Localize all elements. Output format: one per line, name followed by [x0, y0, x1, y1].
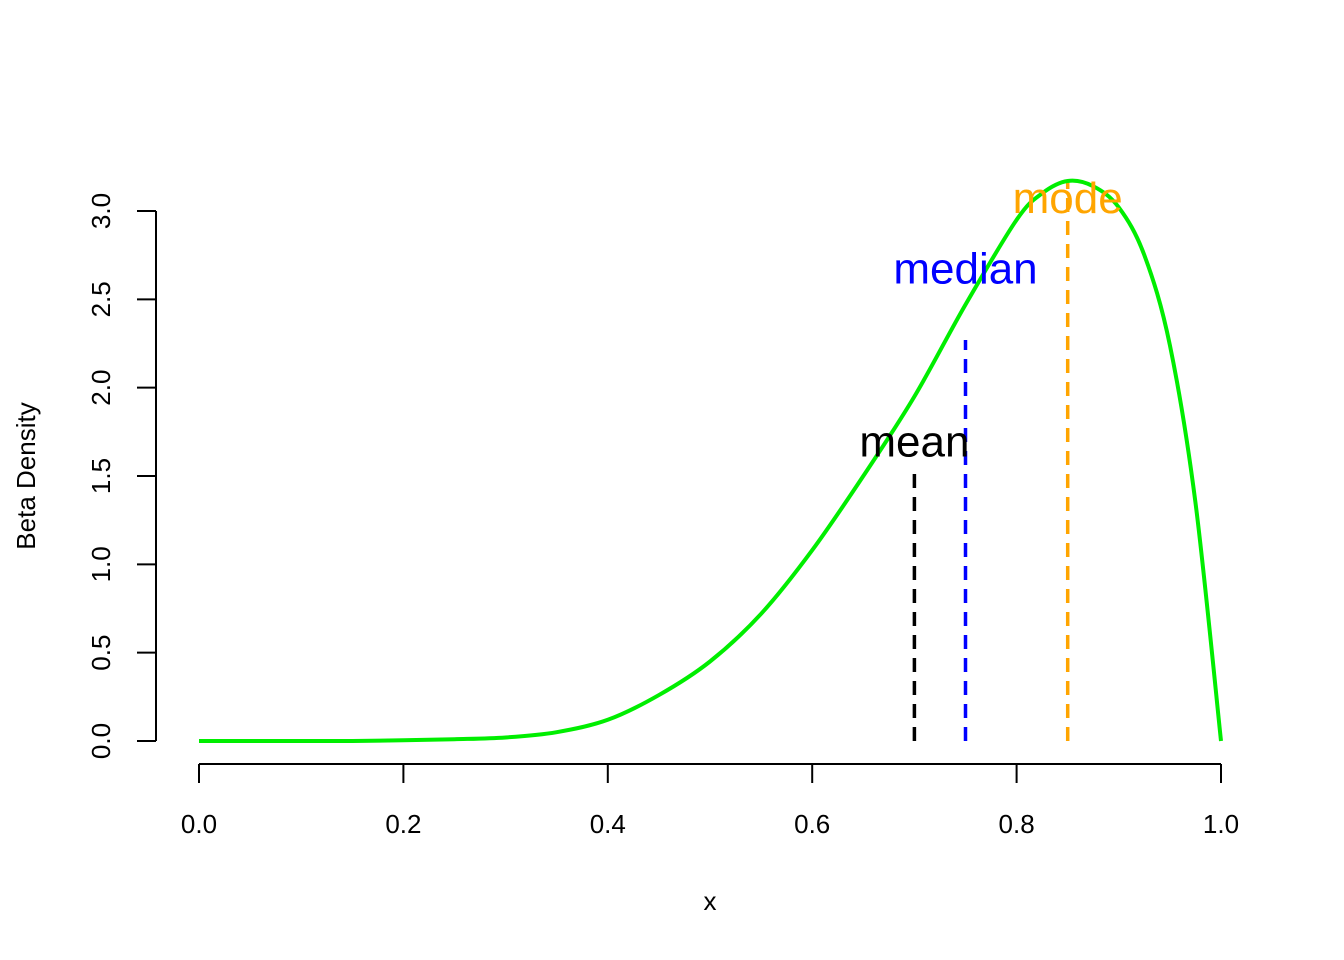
mean-label: mean: [859, 418, 969, 467]
median-label: median: [893, 245, 1037, 294]
x-tick-label: 0.4: [590, 809, 626, 839]
x-tick-label: 0.8: [999, 809, 1035, 839]
x-tick-label: 0.0: [181, 809, 217, 839]
y-tick-label: 2.0: [86, 370, 116, 406]
y-tick-label: 3.0: [86, 193, 116, 229]
y-tick-label: 2.5: [86, 281, 116, 317]
x-axis-title: x: [704, 886, 717, 916]
x-tick-label: 0.2: [385, 809, 421, 839]
y-tick-label: 1.0: [86, 546, 116, 582]
x-tick-label: 0.6: [794, 809, 830, 839]
mode-label: mode: [1013, 174, 1123, 223]
y-tick-label: 0.0: [86, 723, 116, 759]
density-series: [199, 178, 1223, 744]
reference-labels: mean median mode: [859, 174, 1122, 467]
density-curve: [199, 178, 1223, 744]
y-axis: 0.0 0.5 1.0 1.5 2.0 2.5 3.0: [86, 193, 157, 759]
y-tick-label: 1.5: [86, 458, 116, 494]
x-tick-label: 1.0: [1203, 809, 1239, 839]
reference-lines: [912, 180, 1070, 741]
y-axis-title: Beta Density: [11, 402, 41, 549]
y-tick-label: 0.5: [86, 635, 116, 671]
x-axis: 0.0 0.2 0.4 0.6 0.8 1.0: [181, 763, 1239, 839]
